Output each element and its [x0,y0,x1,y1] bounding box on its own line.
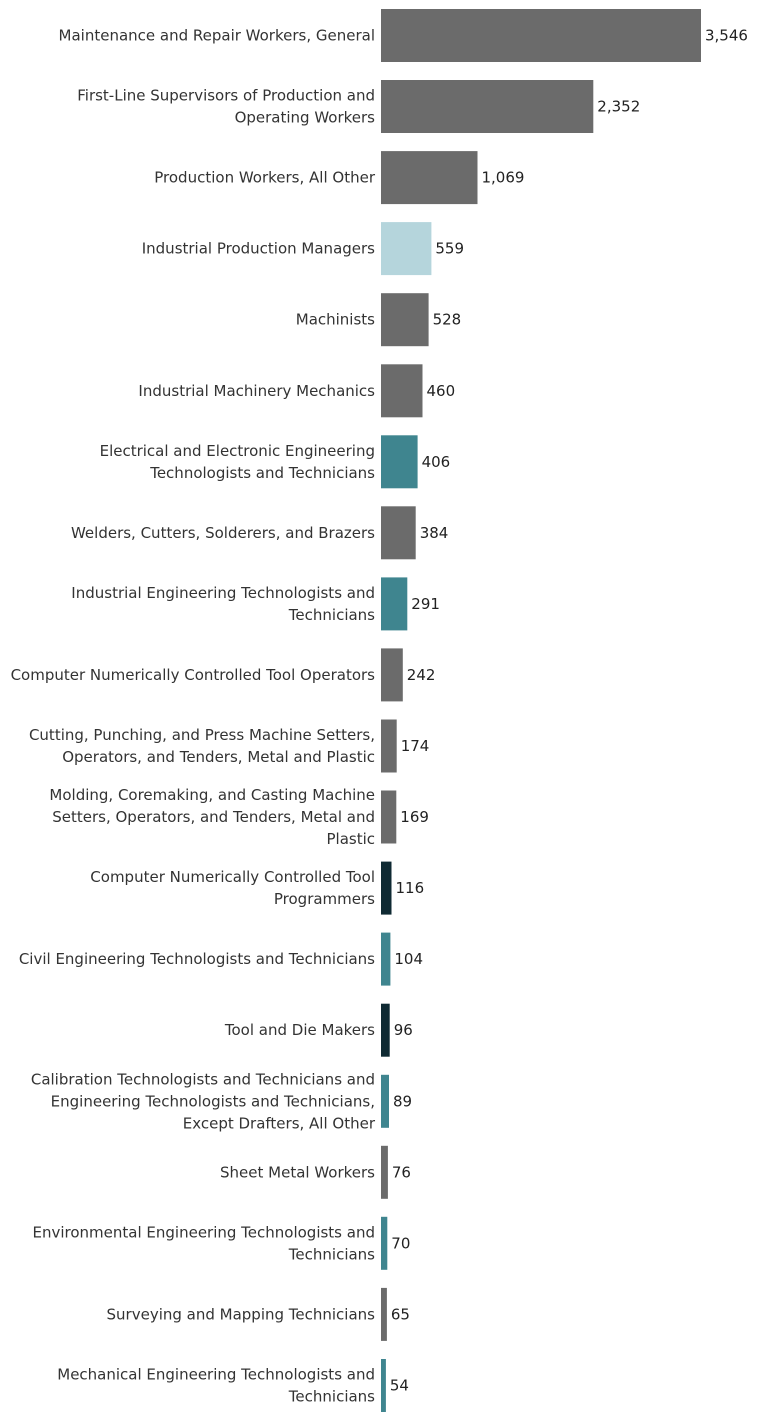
category-label-line: Tool and Die Makers [224,1021,375,1039]
bar [381,932,391,986]
value-label: 242 [407,666,436,684]
bar [381,1003,390,1057]
value-label: 96 [394,1021,413,1039]
bar [381,151,478,205]
category-label: Industrial Machinery Mechanics [138,382,375,400]
category-label-line: Setters, Operators, and Tenders, Metal a… [52,808,375,826]
value-label: 3,546 [705,27,748,45]
value-labels-layer: 3,546 2,352 1,069 559 528 460 406 384 291 242 174 1… [390,27,748,1395]
category-label-line: Industrial Machinery Mechanics [138,382,375,400]
category-label: Electrical and Electronic Engineering Tec… [100,442,376,482]
category-label-line: Operating Workers [235,109,376,127]
category-label-line: Industrial Production Managers [142,240,375,258]
category-label-line: Programmers [274,890,375,908]
value-label: 460 [427,382,456,400]
category-label-line: Molding, Coremaking, and Casting Machine [49,786,375,804]
category-labels-layer: Maintenance and Repair Workers, General F… [11,27,376,1406]
category-label-line: Mechanical Engineering Technologists and [57,1366,375,1384]
category-label-line: Machinists [296,311,375,329]
bar [381,1287,387,1341]
value-label: 116 [396,879,425,897]
category-label: First-Line Supervisors of Production and… [77,87,375,127]
value-label: 2,352 [597,98,640,116]
category-label-line: Plastic [326,830,375,848]
category-label-line: Maintenance and Repair Workers, General [59,27,375,45]
category-label-line: Welders, Cutters, Solderers, and Brazers [71,524,375,542]
bar [381,861,392,915]
category-label: Tool and Die Makers [224,1021,375,1039]
category-label-line: Civil Engineering Technologists and Tech… [19,950,375,968]
bar [381,506,416,560]
value-label: 406 [422,453,451,471]
bar [381,1145,388,1199]
bar [381,9,701,62]
category-label: Molding, Coremaking, and Casting Machine… [49,786,375,848]
category-label-line: Surveying and Mapping Technicians [107,1305,376,1323]
category-label-line: Calibration Technologists and Technician… [31,1070,375,1088]
category-label: Industrial Production Managers [142,240,375,258]
category-label-line: Technicians [288,1388,375,1406]
category-label-line: Electrical and Electronic Engineering [100,442,375,460]
category-label-line: Industrial Engineering Technologists and [71,584,375,602]
bar [381,577,408,631]
category-label-line: Cutting, Punching, and Press Machine Set… [29,726,375,744]
value-label: 70 [391,1234,410,1252]
category-label-line: Operators, and Tenders, Metal and Plasti… [62,748,375,766]
value-label: 174 [401,737,430,755]
category-label: Sheet Metal Workers [220,1163,375,1181]
value-label: 559 [435,240,464,258]
category-label-line: Production Workers, All Other [154,169,376,187]
category-label: Calibration Technologists and Technician… [31,1070,376,1132]
value-label: 89 [393,1092,412,1110]
value-label: 1,069 [482,169,525,187]
category-label: Industrial Engineering Technologists and… [71,584,375,624]
category-label: Welders, Cutters, Solderers, and Brazers [71,524,375,542]
category-label: Machinists [296,311,375,329]
category-label: Mechanical Engineering Technologists and… [57,1366,375,1406]
category-label-line: Technicians [288,606,375,624]
value-label: 65 [391,1305,410,1323]
category-label: Surveying and Mapping Technicians [107,1305,376,1323]
bar [381,293,429,347]
bar [381,80,594,133]
bar [381,435,418,489]
value-label: 384 [420,524,449,542]
value-label: 291 [411,595,440,613]
value-label: 104 [394,950,423,968]
bar [381,222,432,276]
value-label: 528 [433,311,462,329]
category-label-line: Computer Numerically Controlled Tool Ope… [11,666,376,684]
category-label-line: Environmental Engineering Technologists … [33,1223,376,1241]
category-label-line: Technicians [288,1245,375,1263]
category-label: Production Workers, All Other [154,169,376,187]
bar [381,364,423,418]
category-label: Cutting, Punching, and Press Machine Set… [29,726,375,766]
category-label: Environmental Engineering Technologists … [33,1223,376,1263]
bar [381,1359,386,1412]
category-label: Maintenance and Repair Workers, General [59,27,375,45]
bars-layer [381,9,701,1412]
value-label: 54 [390,1377,409,1395]
bar [381,719,397,773]
category-label-line: Sheet Metal Workers [220,1163,375,1181]
value-label: 169 [400,808,429,826]
category-label-line: First-Line Supervisors of Production and [77,87,375,105]
bar [381,1074,389,1128]
category-label-line: Engineering Technologists and Technician… [51,1092,375,1110]
category-label: Computer Numerically Controlled Tool Ope… [11,666,376,684]
value-label: 76 [392,1163,411,1181]
category-label: Civil Engineering Technologists and Tech… [19,950,375,968]
category-label: Computer Numerically Controlled Tool Prog… [90,868,375,908]
bar [381,790,397,844]
category-label-line: Except Drafters, All Other [183,1114,376,1132]
category-label-line: Computer Numerically Controlled Tool [90,868,375,886]
category-label-line: Technologists and Technicians [149,464,375,482]
bar [381,648,403,702]
bar [381,1216,388,1270]
